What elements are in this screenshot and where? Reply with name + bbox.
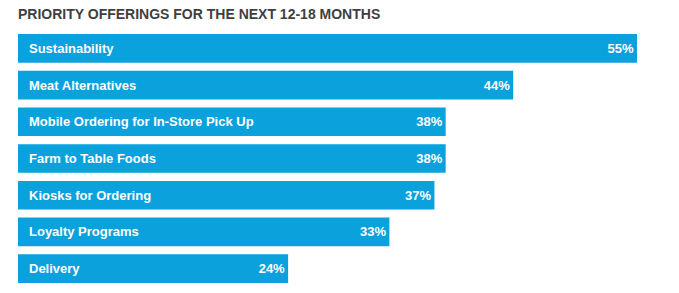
svg-text:24%: 24% <box>259 261 285 276</box>
svg-text:Farm to Table Foods: Farm to Table Foods <box>29 151 156 166</box>
svg-text:37%: 37% <box>405 188 431 203</box>
svg-text:33%: 33% <box>360 224 386 239</box>
svg-text:55%: 55% <box>608 41 634 56</box>
svg-text:38%: 38% <box>416 114 442 129</box>
svg-text:Sustainability: Sustainability <box>29 41 114 56</box>
svg-text:44%: 44% <box>484 78 510 93</box>
svg-text:Loyalty Programs: Loyalty Programs <box>29 224 139 239</box>
svg-text:Kiosks for Ordering: Kiosks for Ordering <box>29 188 151 203</box>
svg-text:Mobile Ordering for In-Store P: Mobile Ordering for In-Store Pick Up <box>29 114 254 129</box>
svg-text:PRIORITY OFFERINGS FOR THE NEX: PRIORITY OFFERINGS FOR THE NEXT 12-18 MO… <box>18 6 380 22</box>
svg-text:38%: 38% <box>416 151 442 166</box>
svg-text:Delivery: Delivery <box>29 261 80 276</box>
svg-text:Meat Alternatives: Meat Alternatives <box>29 78 136 93</box>
